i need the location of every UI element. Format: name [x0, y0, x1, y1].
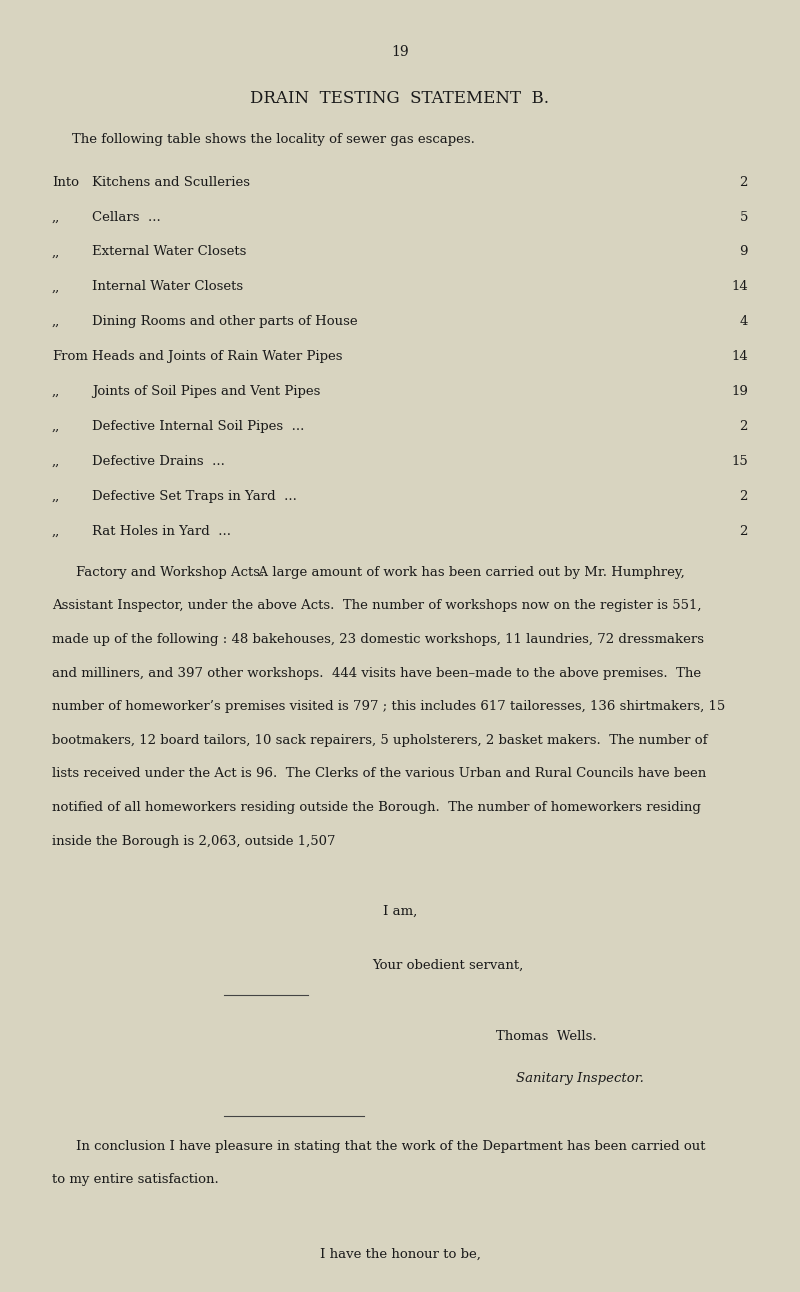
Text: lists received under the Act is 96.  The Clerks of the various Urban and Rural C: lists received under the Act is 96. The …	[52, 767, 706, 780]
Text: Your obedient servant,: Your obedient servant,	[372, 959, 524, 972]
Text: 4: 4	[740, 315, 748, 328]
Text: 2: 2	[740, 420, 748, 433]
Text: Thomas  Wells.: Thomas Wells.	[496, 1030, 597, 1043]
Text: number of homeworker’s premises visited is 797 ; this includes 617 tailoresses, : number of homeworker’s premises visited …	[52, 700, 726, 713]
Text: to my entire satisfaction.: to my entire satisfaction.	[52, 1173, 218, 1186]
Text: ,,: ,,	[52, 211, 60, 224]
Text: 14: 14	[731, 280, 748, 293]
Text: 19: 19	[731, 385, 748, 398]
Text: ,,: ,,	[52, 490, 60, 503]
Text: Cellars  ...: Cellars ...	[92, 211, 161, 224]
Text: Assistant Inspector, under the above Acts.  The number of workshops now on the r: Assistant Inspector, under the above Act…	[52, 599, 702, 612]
Text: ,,: ,,	[52, 420, 60, 433]
Text: 15: 15	[731, 455, 748, 468]
Text: Defective Set Traps in Yard  ...: Defective Set Traps in Yard ...	[92, 490, 297, 503]
Text: Rat Holes in Yard  ...: Rat Holes in Yard ...	[92, 525, 231, 537]
Text: 2: 2	[740, 490, 748, 503]
Text: Defective Internal Soil Pipes  ...: Defective Internal Soil Pipes ...	[92, 420, 304, 433]
Text: External Water Closets: External Water Closets	[92, 245, 246, 258]
Text: Defective Drains  ...: Defective Drains ...	[92, 455, 225, 468]
Text: In conclusion I have pleasure in stating that the work of the Department has bee: In conclusion I have pleasure in stating…	[76, 1140, 706, 1152]
Text: Factory and Workshop Acts.: Factory and Workshop Acts.	[76, 566, 264, 579]
Text: Heads and Joints of Rain Water Pipes: Heads and Joints of Rain Water Pipes	[92, 350, 342, 363]
Text: ,,: ,,	[52, 280, 60, 293]
Text: ,,: ,,	[52, 315, 60, 328]
Text: Kitchens and Sculleries: Kitchens and Sculleries	[92, 176, 250, 189]
Text: 5: 5	[740, 211, 748, 224]
Text: Joints of Soil Pipes and Vent Pipes: Joints of Soil Pipes and Vent Pipes	[92, 385, 320, 398]
Text: From: From	[52, 350, 88, 363]
Text: I have the honour to be,: I have the honour to be,	[319, 1248, 481, 1261]
Text: 2: 2	[740, 176, 748, 189]
Text: A large amount of work has been carried out by Mr. Humphrey,: A large amount of work has been carried …	[250, 566, 685, 579]
Text: Dining Rooms and other parts of House: Dining Rooms and other parts of House	[92, 315, 358, 328]
Text: 2: 2	[740, 525, 748, 537]
Text: ,,: ,,	[52, 245, 60, 258]
Text: ,,: ,,	[52, 525, 60, 537]
Text: bootmakers, 12 board tailors, 10 sack repairers, 5 upholsterers, 2 basket makers: bootmakers, 12 board tailors, 10 sack re…	[52, 734, 707, 747]
Text: made up of the following : 48 bakehouses, 23 domestic workshops, 11 laundries, 7: made up of the following : 48 bakehouses…	[52, 633, 704, 646]
Text: inside the Borough is 2,063, outside 1,507: inside the Borough is 2,063, outside 1,5…	[52, 835, 335, 848]
Text: I am,: I am,	[383, 904, 417, 917]
Text: 14: 14	[731, 350, 748, 363]
Text: Into: Into	[52, 176, 79, 189]
Text: The following table shows the locality of sewer gas escapes.: The following table shows the locality o…	[72, 133, 475, 146]
Text: Internal Water Closets: Internal Water Closets	[92, 280, 243, 293]
Text: 9: 9	[739, 245, 748, 258]
Text: ,,: ,,	[52, 385, 60, 398]
Text: ,,: ,,	[52, 455, 60, 468]
Text: 19: 19	[391, 45, 409, 59]
Text: notified of all homeworkers residing outside the Borough.  The number of homewor: notified of all homeworkers residing out…	[52, 801, 701, 814]
Text: DRAIN  TESTING  STATEMENT  B.: DRAIN TESTING STATEMENT B.	[250, 90, 550, 107]
Text: and milliners, and 397 other workshops.  444 visits have been–made to the above : and milliners, and 397 other workshops. …	[52, 667, 701, 680]
Text: Sanitary Inspector.: Sanitary Inspector.	[516, 1072, 644, 1085]
